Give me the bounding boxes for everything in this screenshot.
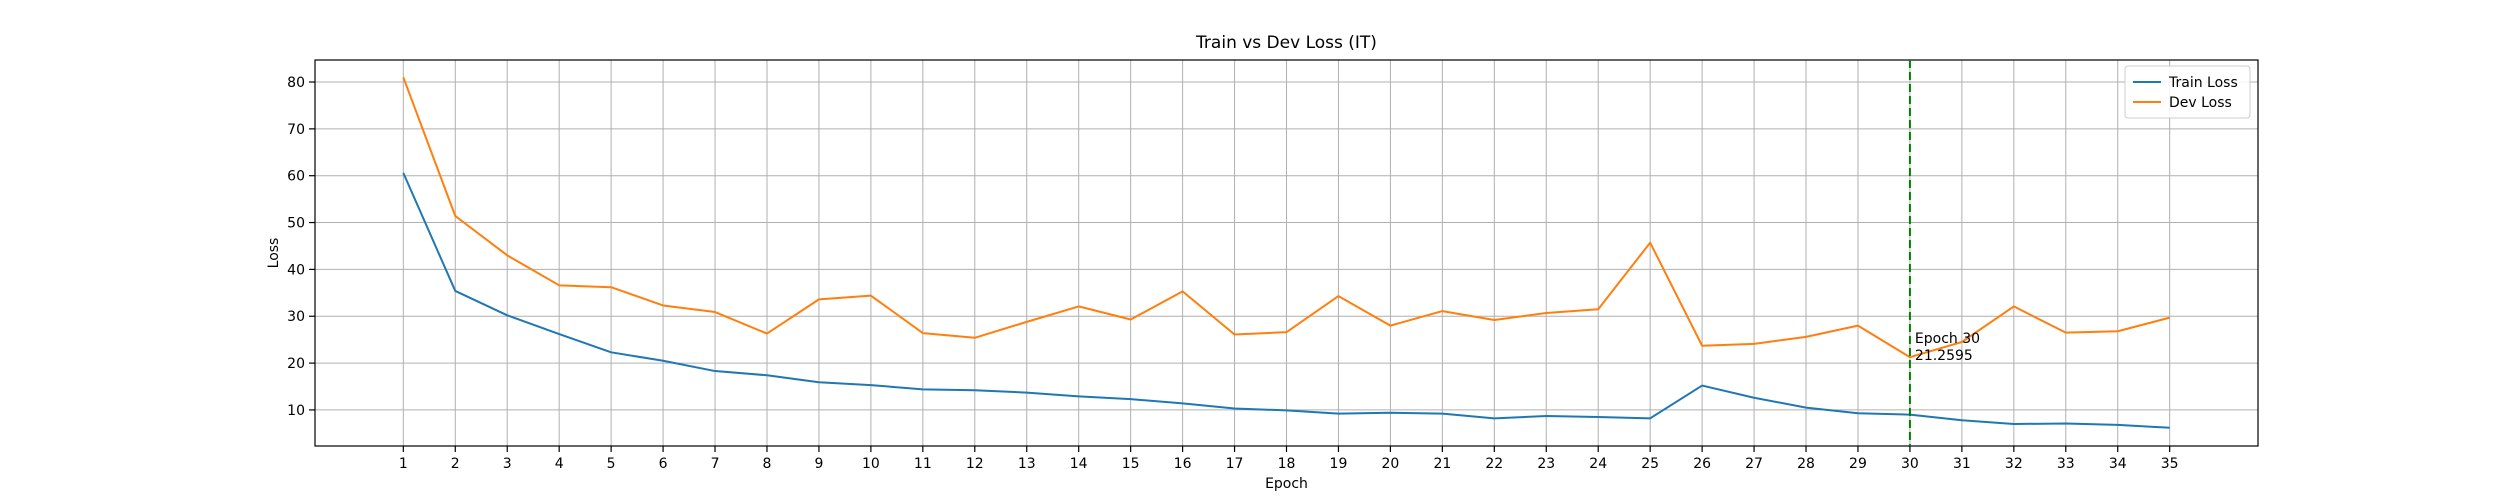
y-tick-label-50: 50: [287, 216, 305, 232]
x-tick-label-3: 3: [503, 456, 512, 472]
x-tick-label-25: 25: [1641, 456, 1659, 472]
y-tick-label-40: 40: [287, 262, 305, 278]
x-tick-label-5: 5: [607, 456, 616, 472]
x-tick-label-21: 21: [1433, 456, 1451, 472]
y-tick-label-10: 10: [287, 403, 305, 419]
x-tick-label-10: 10: [862, 456, 880, 472]
x-tick-label-9: 9: [814, 456, 823, 472]
legend-label-dev: Dev Loss: [2169, 95, 2232, 111]
x-tick-label-4: 4: [555, 456, 564, 472]
y-tick-label-30: 30: [287, 309, 305, 325]
x-tick-label-6: 6: [659, 456, 668, 472]
x-tick-label-13: 13: [1018, 456, 1036, 472]
x-axis-ticks: 1 2 3 4 5 6 7 8 9 10 11 12 13 14 15 16 17 18 19 20 21 22 23 24 2…: [399, 446, 2179, 472]
x-tick-label-23: 23: [1537, 456, 1555, 472]
x-tick-label-2: 2: [451, 456, 460, 472]
x-axis-label: Epoch: [1265, 476, 1308, 492]
x-tick-label-20: 20: [1381, 456, 1399, 472]
annotation-epoch-label: Epoch 30: [1915, 331, 1980, 347]
x-tick-label-28: 28: [1797, 456, 1815, 472]
x-tick-label-8: 8: [763, 456, 772, 472]
x-tick-label-19: 19: [1330, 456, 1348, 472]
y-axis-ticks: 10 20 30 40 50 60 70 80: [287, 75, 315, 419]
x-tick-label-16: 16: [1174, 456, 1192, 472]
x-tick-label-29: 29: [1849, 456, 1867, 472]
x-tick-label-24: 24: [1589, 456, 1607, 472]
x-tick-label-1: 1: [399, 456, 408, 472]
series: [402, 76, 2170, 429]
x-tick-label-15: 15: [1122, 456, 1140, 472]
y-tick-label-80: 80: [287, 75, 305, 91]
x-tick-label-7: 7: [711, 456, 720, 472]
x-tick-label-22: 22: [1485, 456, 1503, 472]
x-tick-label-17: 17: [1226, 456, 1244, 472]
x-tick-label-11: 11: [914, 456, 932, 472]
x-tick-label-31: 31: [1953, 456, 1971, 472]
x-tick-label-35: 35: [2161, 456, 2179, 472]
series-line-dev-loss: [402, 76, 2170, 359]
y-tick-label-60: 60: [287, 169, 305, 185]
legend-label-train: Train Loss: [2168, 75, 2238, 91]
x-tick-label-12: 12: [966, 456, 984, 472]
series-line-train-loss: [402, 172, 2170, 429]
x-tick-label-34: 34: [2109, 456, 2127, 472]
x-tick-label-30: 30: [1901, 456, 1919, 472]
chart-title: Train vs Dev Loss (IT): [1195, 33, 1377, 53]
x-tick-label-26: 26: [1693, 456, 1711, 472]
y-axis-label: Loss: [266, 238, 282, 269]
x-tick-label-33: 33: [2057, 456, 2075, 472]
annotation-value-label: 21.2595: [1915, 348, 1973, 364]
x-tick-label-32: 32: [2005, 456, 2023, 472]
x-tick-label-18: 18: [1278, 456, 1296, 472]
y-tick-label-20: 20: [287, 356, 305, 372]
legend: Train Loss Dev Loss: [2124, 65, 2251, 119]
x-tick-label-14: 14: [1070, 456, 1088, 472]
x-tick-label-27: 27: [1745, 456, 1763, 472]
grid: [315, 60, 2258, 446]
legend-box: [2124, 65, 2251, 119]
y-tick-label-70: 70: [287, 122, 305, 138]
